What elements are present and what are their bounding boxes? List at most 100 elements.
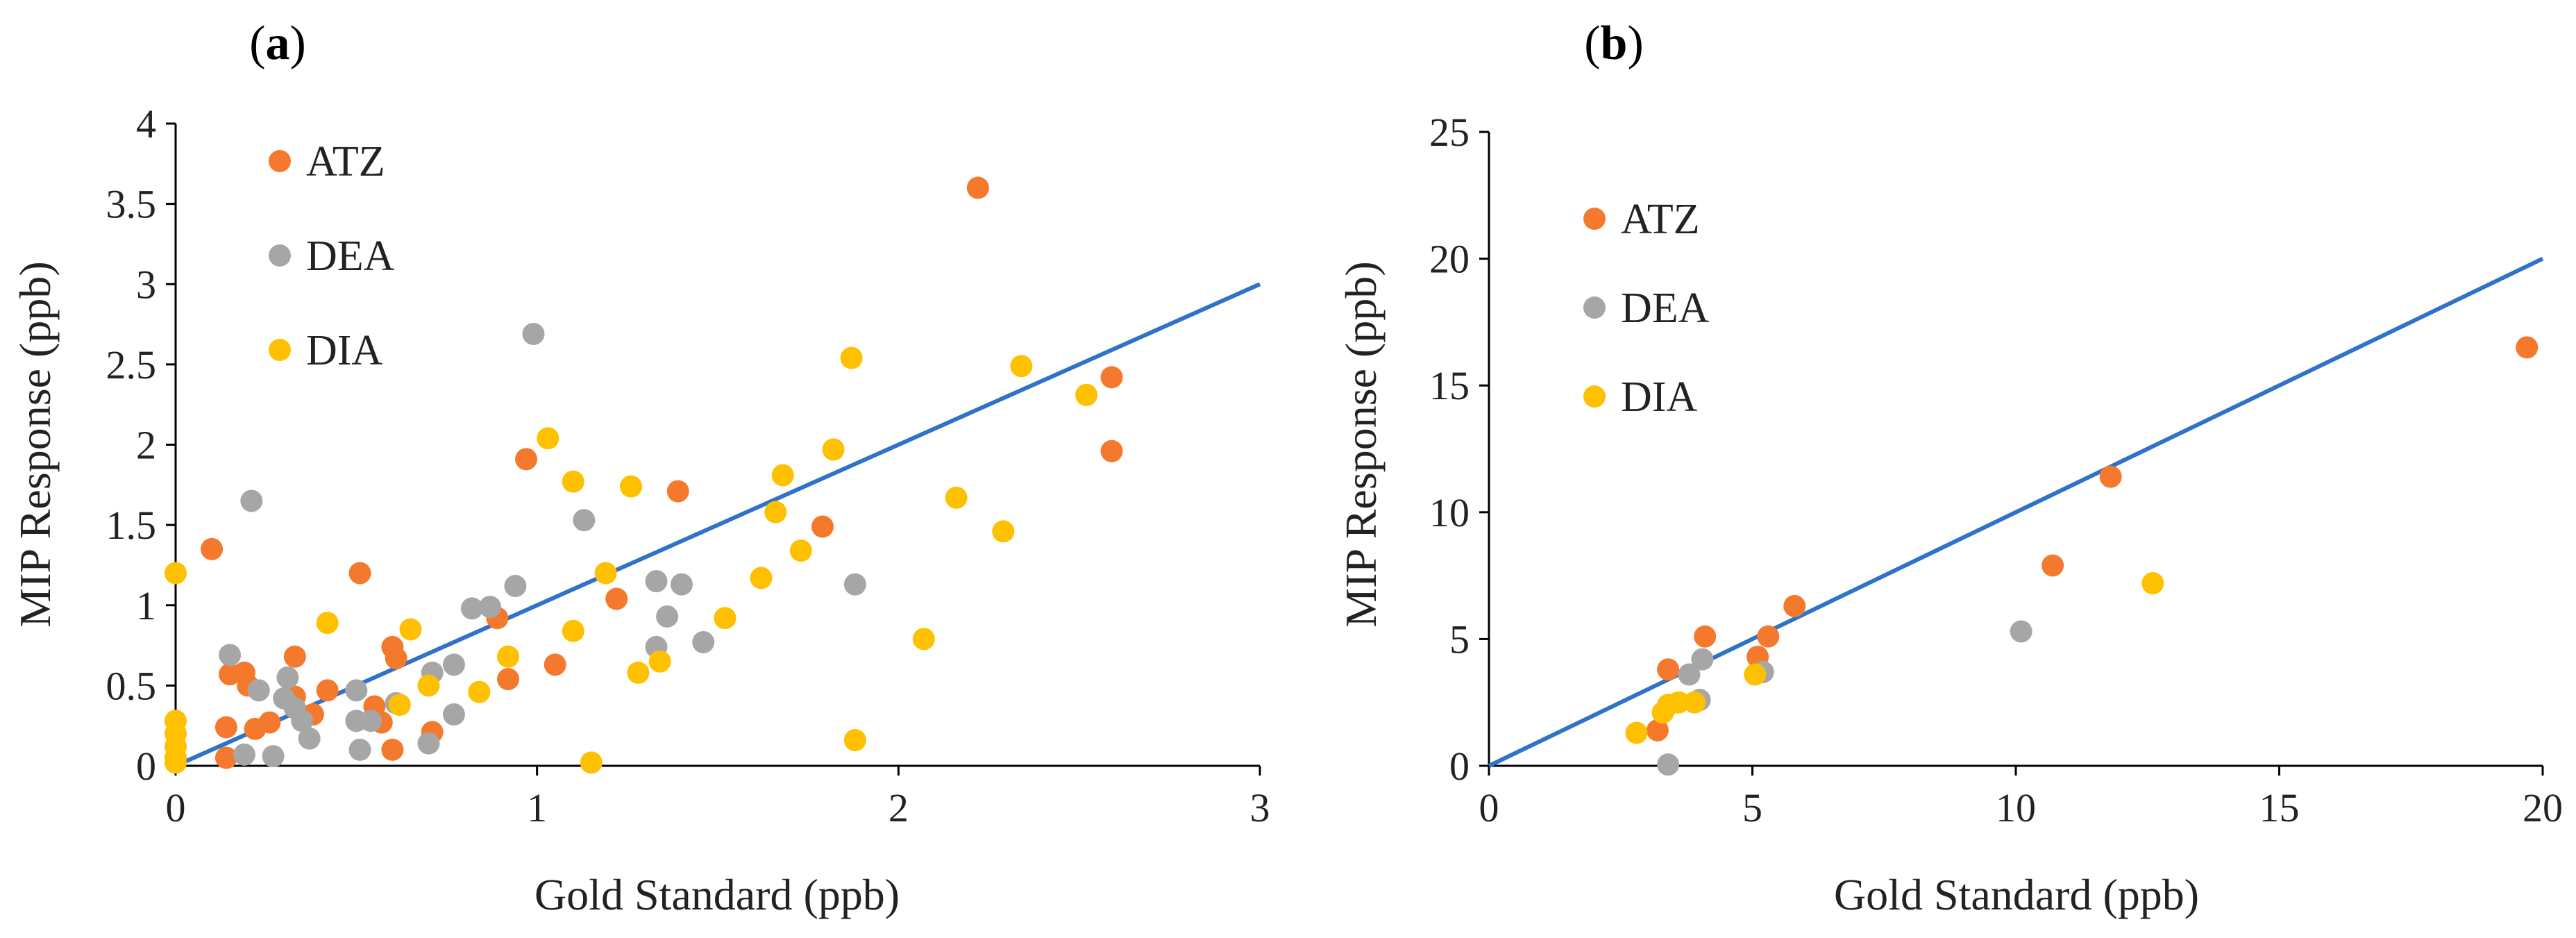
series-atz — [1646, 336, 2539, 742]
data-point-atz — [283, 645, 306, 668]
x-axis-title: Gold Standard (ppb) — [1834, 870, 2199, 919]
legend-label-dia: DIA — [306, 327, 382, 374]
data-point-dea — [442, 653, 465, 676]
data-point-atz — [2516, 336, 2539, 359]
y-axis-title: MIP Response (ppb) — [10, 261, 60, 627]
data-point-dea — [233, 743, 255, 766]
y-tick-label: 15 — [1429, 363, 1470, 408]
data-point-dia — [562, 619, 584, 642]
data-point-dia — [388, 694, 411, 717]
data-point-atz — [497, 668, 520, 691]
legend: ATZ DEA DIA — [1583, 196, 1710, 421]
y-tick-label: 2.5 — [106, 342, 157, 387]
x-tick-label: 0 — [1479, 785, 1499, 830]
data-point-atz — [605, 587, 628, 610]
data-point-dea — [247, 679, 270, 702]
data-point-atz — [1694, 625, 1717, 648]
data-point-dia — [1667, 691, 1690, 714]
data-point-atz — [1100, 439, 1123, 462]
y-axis-title: MIP Response (ppb) — [1336, 261, 1386, 627]
data-point-dea — [843, 573, 866, 596]
data-point-dia — [750, 567, 773, 589]
data-point-dia — [594, 562, 617, 585]
data-point-atz — [1657, 658, 1680, 681]
data-point-dia — [840, 346, 863, 369]
data-point-dea — [240, 489, 263, 512]
data-point-dea — [670, 573, 693, 596]
data-point-atz — [1757, 625, 1780, 648]
legend-marker-dia — [269, 339, 291, 361]
data-point-dea — [656, 605, 679, 628]
data-point-dea — [460, 597, 483, 620]
data-point-dea — [360, 710, 382, 732]
data-point-dia — [764, 501, 787, 524]
data-point-dea — [573, 509, 596, 532]
data-point-dia — [771, 464, 794, 487]
y-tick-label: 25 — [1429, 110, 1470, 155]
data-point-dia — [822, 438, 845, 461]
data-point-atz — [1783, 594, 1806, 617]
panel-label: (a) — [249, 17, 306, 70]
y-tick-label: 5 — [1449, 617, 1470, 662]
data-point-atz — [348, 562, 371, 585]
data-point-dea — [645, 570, 668, 593]
y-tick-label: 4 — [136, 101, 156, 146]
y-tick-label: 1.5 — [106, 503, 157, 548]
data-point-atz — [666, 480, 689, 503]
data-point-atz — [2099, 465, 2122, 488]
data-point-dea — [417, 732, 440, 755]
data-point-dia — [843, 729, 866, 751]
legend-marker-dia — [1583, 385, 1606, 408]
data-point-atz — [966, 176, 989, 199]
x-tick-label: 1 — [527, 785, 547, 830]
legend-label-dea: DEA — [1621, 285, 1710, 332]
series-dea — [219, 322, 866, 768]
y-tick-label: 0 — [136, 744, 156, 789]
data-point-atz — [1646, 719, 1669, 742]
data-point-dea — [345, 679, 368, 702]
data-point-atz — [381, 738, 404, 761]
y-tick-label: 0.5 — [106, 663, 157, 708]
x-tick-label: 0 — [166, 785, 186, 830]
data-point-atz — [316, 679, 339, 702]
data-point-dea — [1678, 663, 1701, 686]
data-point-dea — [692, 630, 715, 653]
legend-label-dia: DIA — [1621, 374, 1697, 421]
data-point-dia — [417, 674, 440, 697]
data-point-dea — [1657, 753, 1680, 776]
data-point-atz — [385, 647, 407, 670]
x-tick-label: 10 — [1996, 785, 2036, 830]
data-point-dia — [992, 520, 1015, 543]
data-point-dea — [348, 738, 371, 761]
legend-label-dea: DEA — [306, 233, 395, 280]
data-point-dia — [562, 470, 584, 493]
chart-panel-a: (a) 0 0.5 1 1.5 2 2.5 3 3.5 4 0 1 2 3 Gold Standard (p… — [10, 17, 1270, 919]
data-point-dia — [789, 539, 812, 562]
series-dia — [1625, 572, 2164, 744]
x-tick-label: 5 — [1742, 785, 1762, 830]
y-tick-label: 0 — [1449, 744, 1470, 789]
data-point-dea — [522, 322, 545, 345]
y-tick-label: 1 — [136, 583, 156, 628]
data-point-atz — [258, 711, 281, 734]
x-tick-label: 2 — [889, 785, 909, 830]
legend: ATZ DEA DIA — [269, 138, 395, 374]
data-point-dia — [165, 751, 187, 774]
data-point-atz — [811, 515, 834, 538]
y-tick-label: 20 — [1429, 237, 1470, 282]
data-point-dia — [1744, 663, 1767, 686]
data-point-atz — [1100, 366, 1123, 389]
legend-marker-atz — [1583, 208, 1606, 230]
data-point-atz — [2042, 554, 2064, 577]
reference-line — [1488, 256, 2544, 768]
data-point-dia — [1683, 691, 1706, 714]
data-point-dea — [291, 710, 314, 732]
data-point-atz — [214, 716, 237, 739]
legend-label-atz: ATZ — [1621, 196, 1700, 243]
legend-label-atz: ATZ — [306, 138, 385, 185]
chart-panel-b: (b) 0 5 10 15 20 25 0 5 10 15 20 Gold Standard (ppb)… — [1336, 17, 2563, 919]
data-point-dea — [219, 644, 242, 667]
panel-label-letter: a — [266, 17, 290, 70]
series-dia — [165, 346, 1098, 774]
